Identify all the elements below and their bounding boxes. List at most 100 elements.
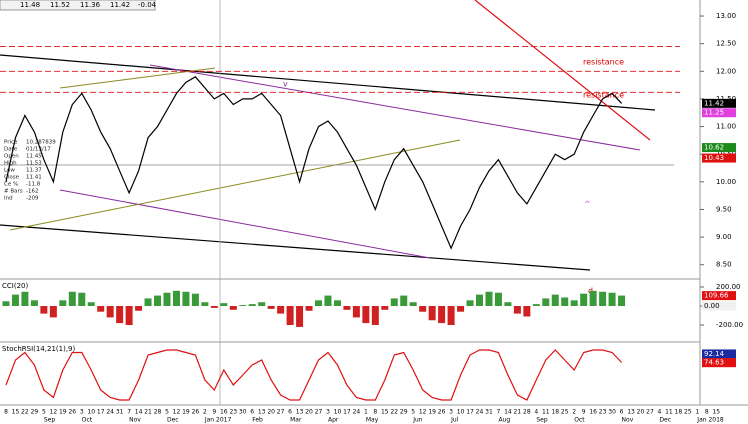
cci-bar xyxy=(513,306,521,314)
x-tick-label: 20 xyxy=(637,409,645,416)
info-label: Ind xyxy=(4,196,13,202)
month-label: Jan 2018 xyxy=(696,417,724,424)
cci-bar xyxy=(49,306,57,318)
x-tick-label: 19 xyxy=(59,409,67,416)
x-tick-label: 29 xyxy=(400,409,408,416)
x-tick-label: 23 xyxy=(599,409,607,416)
cci-bar xyxy=(599,291,607,307)
change: -0.04 xyxy=(138,1,157,9)
info-label: High xyxy=(4,161,17,167)
cci-bar xyxy=(333,300,341,307)
x-tick-label: 4 xyxy=(658,409,662,416)
x-tick-label: 2 xyxy=(572,409,576,416)
month-label: Oct xyxy=(574,417,585,424)
cci-bar xyxy=(286,306,294,325)
x-tick-label: 12 xyxy=(173,409,181,416)
cci-bar xyxy=(371,306,379,325)
cci-bar xyxy=(154,295,162,307)
x-tick-label: 3 xyxy=(449,409,453,416)
x-tick-label: 25 xyxy=(684,409,692,416)
month-label: Mar xyxy=(290,417,302,424)
cci-bar xyxy=(239,305,247,307)
cci-bar xyxy=(315,300,323,307)
info-value: 11.53 xyxy=(26,161,42,167)
x-tick-label: 31 xyxy=(485,409,493,416)
value-badge-label: 109.66 xyxy=(704,292,729,300)
x-tick-label: 9 xyxy=(582,409,586,416)
month-label: Jul xyxy=(450,417,459,424)
x-tick-label: 14 xyxy=(135,409,143,416)
month-label: May xyxy=(366,417,379,424)
x-tick-label: 26 xyxy=(192,409,200,416)
x-tick-label: 22 xyxy=(21,409,29,416)
x-tick-label: 11 xyxy=(665,409,673,416)
value-badge xyxy=(702,301,736,311)
cci-bar xyxy=(191,293,199,307)
x-tick-label: 14 xyxy=(504,409,512,416)
cci-bar xyxy=(476,294,483,307)
cci-bar xyxy=(97,306,105,312)
x-tick-label: 27 xyxy=(315,409,323,416)
cci-bar xyxy=(21,291,29,307)
cci-bar xyxy=(68,291,76,307)
cci-bar xyxy=(561,297,569,307)
x-tick-label: 21 xyxy=(514,409,522,416)
x-tick-label: 15 xyxy=(381,409,389,416)
cci-bar xyxy=(542,298,550,307)
cci-bar xyxy=(258,302,266,307)
y-tick-label: 9.50 xyxy=(716,205,732,213)
x-tick-label: 26 xyxy=(438,409,446,416)
x-tick-label: 24 xyxy=(353,409,361,416)
value-badge-label: 10.62 xyxy=(704,144,724,152)
cci-bar xyxy=(551,294,559,307)
y-tick-label: 9.00 xyxy=(716,233,732,241)
cci-bar xyxy=(125,306,133,325)
low: 11.36 xyxy=(80,1,101,9)
y-tick-label: 11.00 xyxy=(716,123,736,131)
info-value: 01/13/17 xyxy=(26,147,51,153)
info-value: -209 xyxy=(26,196,39,202)
x-tick-label: 24 xyxy=(106,409,114,416)
x-tick-label: 19 xyxy=(428,409,436,416)
cci-bar xyxy=(30,300,38,307)
x-tick-label: 6 xyxy=(288,409,292,416)
cci-bar xyxy=(343,306,351,310)
value-badge-label: 11.42 xyxy=(704,99,724,107)
x-tick-label: 10 xyxy=(457,409,465,416)
month-label: Dec xyxy=(167,417,179,424)
cci-bar xyxy=(40,306,48,314)
x-tick-label: 8 xyxy=(373,409,377,416)
cci-bar xyxy=(390,298,398,307)
panel-title: CCI(20) xyxy=(2,282,28,290)
x-tick-label: 29 xyxy=(31,409,39,416)
cci-bar xyxy=(532,304,540,307)
x-tick-label: 6 xyxy=(250,409,254,416)
header: 11.48 11.52 11.36 11.42 -0.04 xyxy=(0,0,157,11)
x-tick-label: 10 xyxy=(87,409,95,416)
cci-bar xyxy=(494,292,502,307)
x-tick-label: 21 xyxy=(144,409,152,416)
cci-bar xyxy=(78,292,86,307)
value-badge xyxy=(702,291,736,301)
month-label: Sep xyxy=(44,417,56,424)
x-tick-label: 5 xyxy=(42,409,46,416)
x-tick-label: 1 xyxy=(364,409,368,416)
cci-bar xyxy=(447,306,455,325)
x-tick-label: 5 xyxy=(165,409,169,416)
value-badge xyxy=(702,108,736,118)
x-tick-label: 2 xyxy=(203,409,207,416)
value-badge xyxy=(702,98,736,108)
value-badge xyxy=(702,358,736,368)
month-label: Nov xyxy=(622,417,634,424)
value-badge-label: 10.43 xyxy=(704,154,724,162)
cci-bar xyxy=(116,306,124,324)
info-label: Ce % xyxy=(4,182,18,188)
info-label: Low xyxy=(4,168,15,174)
cci-bar xyxy=(2,301,10,307)
x-tick-label: 12 xyxy=(419,409,427,416)
cci-bar xyxy=(352,306,360,318)
info-value: -11.8 xyxy=(26,182,41,188)
cci-bar xyxy=(87,302,95,307)
x-tick-label: 15 xyxy=(712,409,720,416)
